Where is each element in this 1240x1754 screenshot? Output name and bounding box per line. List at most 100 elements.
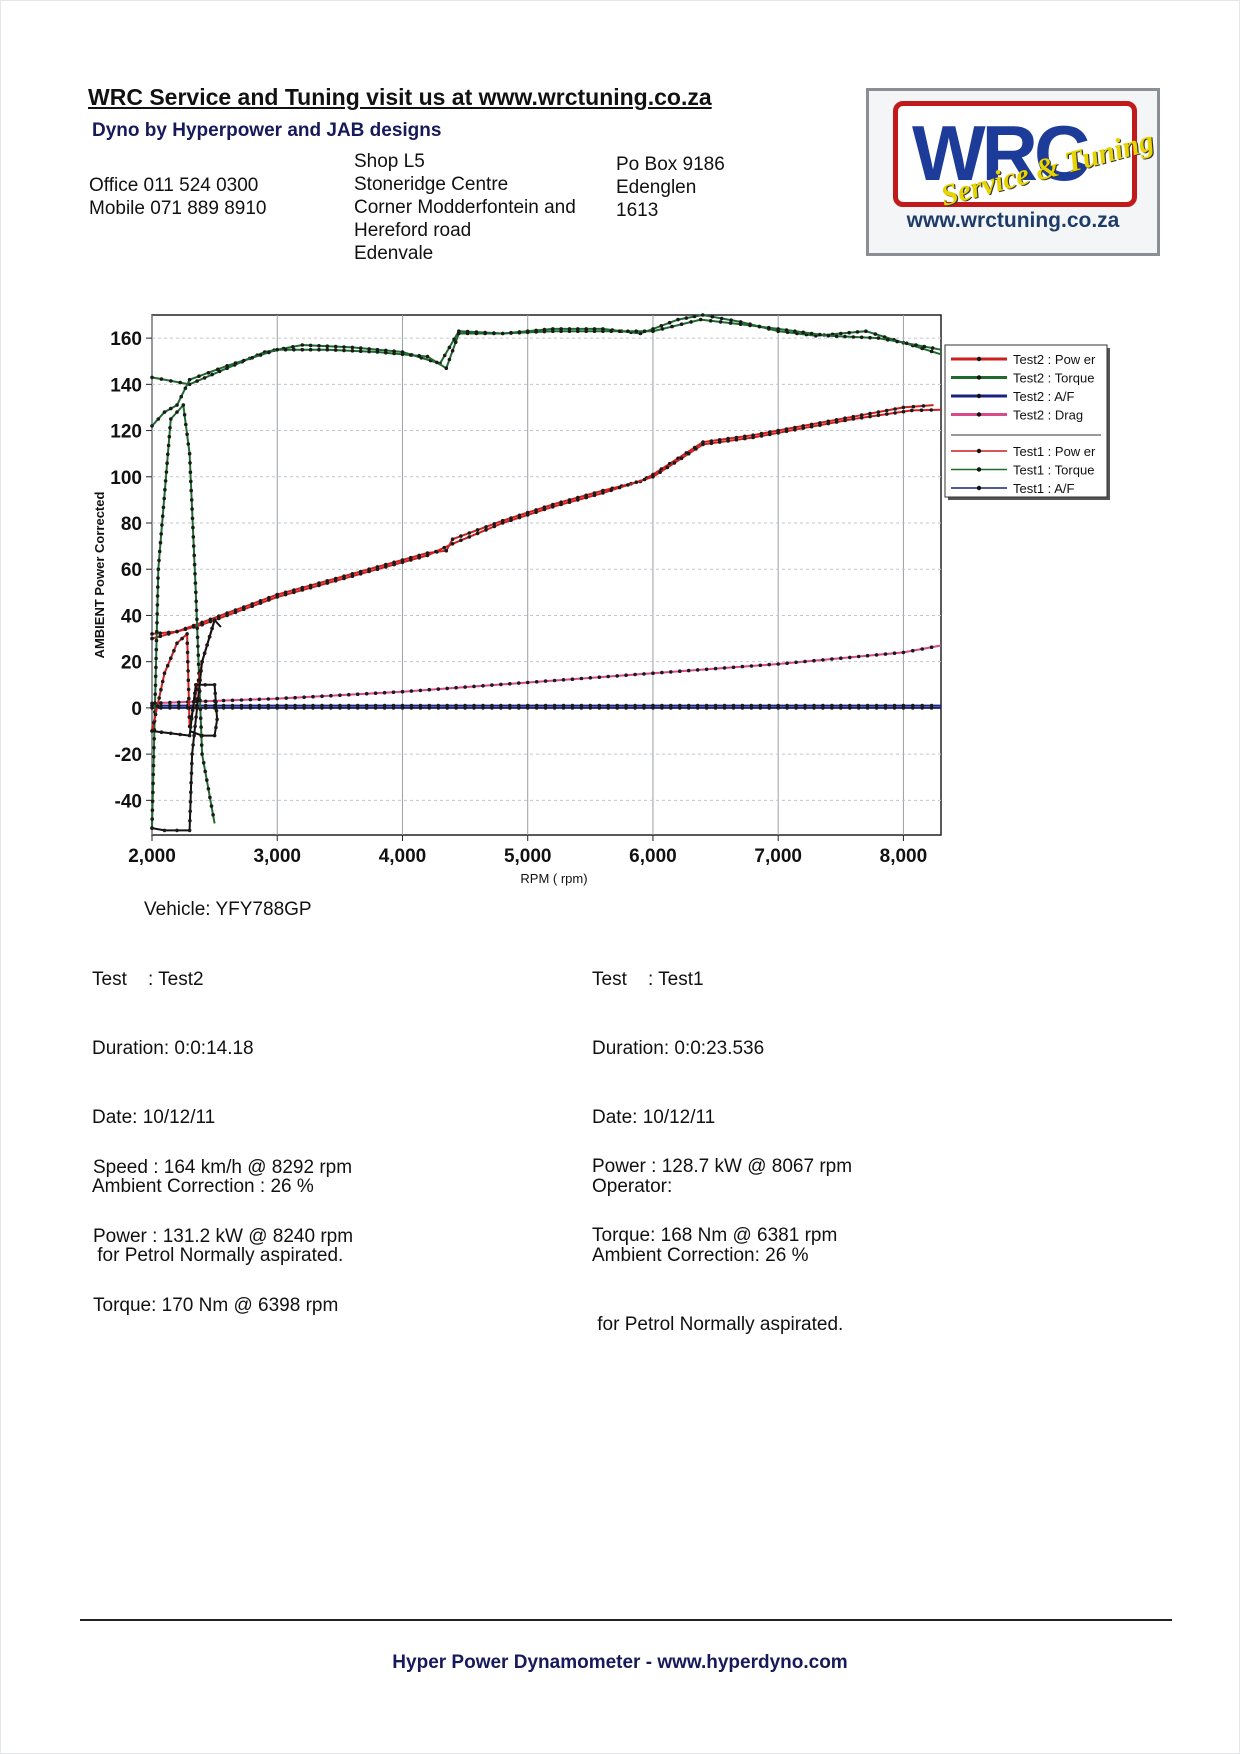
series-marker [292,590,296,595]
series-marker [198,716,203,720]
series-marker [463,703,467,708]
address-line: Stoneridge Centre [354,174,509,195]
series-marker [199,725,203,729]
series-marker [843,418,847,423]
series-marker [175,629,179,634]
series-marker [191,544,196,548]
series-marker [848,655,852,660]
series-marker [467,535,472,539]
series-marker [759,434,764,438]
test2-results: Speed : 164 km/h @ 8292 rpm Power : 131.… [93,1110,353,1340]
series-marker [767,662,771,667]
page-subtitle: Dyno by Hyperpower and JAB designs [92,120,442,141]
series-marker [185,432,189,437]
series-marker [200,659,204,664]
series-marker [157,696,161,700]
wrc-logo: WRC Service & Tuning www.wrctuning.co.za [866,88,1160,256]
series-marker [812,703,816,708]
series-marker [615,703,619,708]
legend-entry: Test1 : Torque [1013,463,1094,478]
series-marker [342,348,346,353]
series-marker [188,819,192,823]
series-marker [826,421,831,426]
series-marker [275,347,279,352]
series-marker [678,703,682,708]
series-marker [186,687,191,692]
legend-marker [976,393,982,399]
series-marker [561,703,566,708]
series-marker [210,626,214,631]
series-marker [859,335,864,340]
series-marker [465,331,470,336]
series-marker [384,565,388,569]
series-marker [445,686,450,691]
series-marker [329,703,333,708]
series-marker [154,665,158,670]
series-marker [196,696,200,701]
page-title: WRC Service and Tuning visit us at www.w… [88,84,712,110]
series-marker [186,659,190,664]
test1-result: Power : 128.7 kW @ 8067 rpm [592,1156,853,1177]
series-marker [200,733,204,738]
series-marker [830,657,834,661]
series-marker [215,717,219,722]
series-marker [157,558,161,563]
series-marker [230,698,235,703]
series-marker [189,771,194,775]
series-marker [751,435,755,440]
series-marker [885,412,889,416]
series-marker [187,706,191,710]
series-marker [884,408,889,413]
series-marker [767,325,771,330]
series-marker [445,703,450,708]
series-marker [209,804,214,808]
series-marker [793,428,797,432]
series-marker [355,692,360,696]
series-marker [248,697,253,702]
series-marker [722,703,727,708]
series-marker [758,663,763,668]
series-marker [150,632,154,636]
test1-details: Test : Test1 Duration: 0:0:23.536 Date: … [592,922,843,1359]
series-marker [689,320,693,324]
series-marker [162,671,167,675]
series-marker [325,347,330,352]
test2-result: Power : 131.2 kW @ 8240 rpm [93,1226,354,1247]
series-marker [776,327,780,331]
postal-line: Po Box 9186 [616,154,725,175]
legend-marker [976,467,982,472]
test2-vehicle: Vehicle: YFY788GP [144,899,312,920]
series-marker [551,329,555,333]
series-marker [686,668,691,673]
series-marker [490,703,494,708]
series-marker [559,329,563,333]
series-marker [651,671,655,675]
series-marker [525,680,530,685]
series-marker [570,677,575,681]
series-marker [158,634,163,638]
series-marker [592,329,597,333]
x-axis-label: RPM ( rpm) [520,871,587,886]
office-phone: Office 011 524 0300 [89,175,259,196]
series-marker [719,316,724,321]
series-marker [192,733,196,738]
series-marker [400,560,405,565]
test1-result: Torque: 168 Nm @ 6381 rpm [592,1225,838,1246]
series-marker [202,376,207,380]
series-marker [250,604,254,608]
series-marker [195,635,200,640]
series-marker [617,485,622,490]
series-marker [417,555,422,560]
series-marker [239,703,244,708]
series-marker [839,331,843,336]
series-marker [248,703,253,708]
series-marker [221,698,226,703]
series-marker [160,679,165,684]
series-marker [230,703,235,708]
series-marker [474,331,479,336]
series-marker [633,672,637,677]
series-marker [192,553,196,558]
series-marker [156,567,161,571]
series-marker [154,638,159,643]
legend-entry: Test2 : Torque [1013,371,1094,386]
